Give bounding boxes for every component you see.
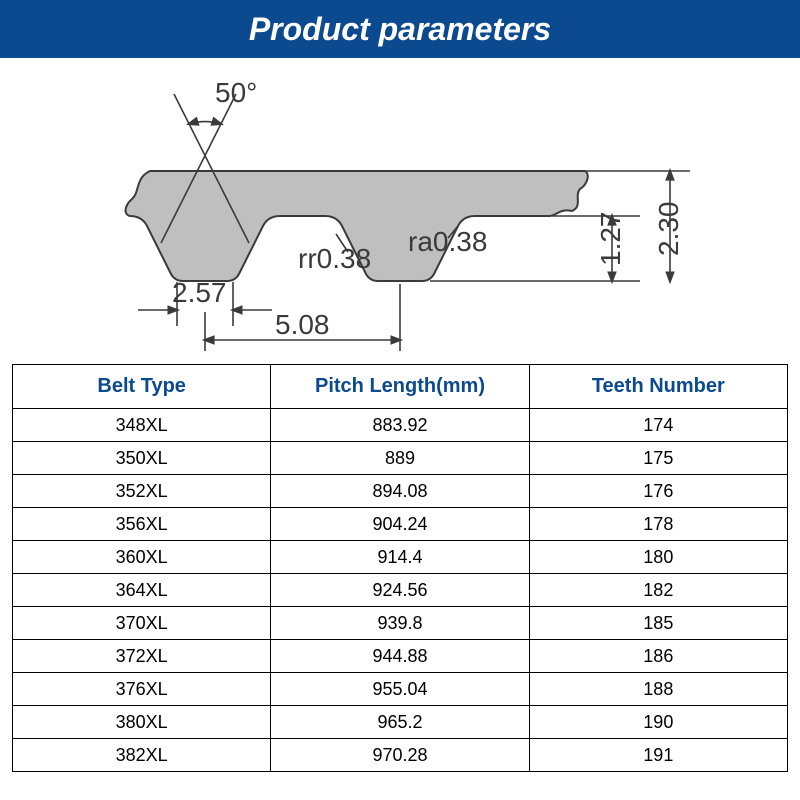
table-cell: 965.2	[271, 706, 529, 739]
table-header-row: Belt Type Pitch Length(mm) Teeth Number	[13, 365, 788, 409]
belt-profile-diagram: 50° 2.57 5.08 rr0.38 ra0.38 1.27 2.30	[0, 58, 800, 364]
table-row: 380XL965.2190	[13, 706, 788, 739]
table-cell: 348XL	[13, 409, 271, 442]
table-cell: 176	[529, 475, 787, 508]
table-cell: 380XL	[13, 706, 271, 739]
table-cell: 970.28	[271, 739, 529, 772]
rr-label: rr0.38	[298, 243, 371, 274]
table-cell: 180	[529, 541, 787, 574]
table-row: 348XL883.92174	[13, 409, 788, 442]
table-row: 372XL944.88186	[13, 640, 788, 673]
table-row: 356XL904.24178	[13, 508, 788, 541]
table-cell: 370XL	[13, 607, 271, 640]
header-band: Product parameters	[0, 0, 800, 58]
table-row: 376XL955.04188	[13, 673, 788, 706]
table-cell: 382XL	[13, 739, 271, 772]
pitch-label: 5.08	[275, 309, 330, 340]
col-belt-type: Belt Type	[13, 365, 271, 409]
table-cell: 175	[529, 442, 787, 475]
table-row: 370XL939.8185	[13, 607, 788, 640]
table-cell: 372XL	[13, 640, 271, 673]
table-row: 350XL889175	[13, 442, 788, 475]
table-cell: 185	[529, 607, 787, 640]
angle-label: 50°	[215, 77, 257, 108]
table-cell: 186	[529, 640, 787, 673]
table-cell: 182	[529, 574, 787, 607]
table-cell: 889	[271, 442, 529, 475]
table-cell: 356XL	[13, 508, 271, 541]
table-cell: 894.08	[271, 475, 529, 508]
header-title: Product parameters	[249, 11, 551, 48]
table-row: 382XL970.28191	[13, 739, 788, 772]
table-cell: 178	[529, 508, 787, 541]
table-cell: 904.24	[271, 508, 529, 541]
tooth-width-label: 2.57	[172, 277, 227, 308]
table-cell: 939.8	[271, 607, 529, 640]
table-cell: 350XL	[13, 442, 271, 475]
table-cell: 352XL	[13, 475, 271, 508]
table-cell: 191	[529, 739, 787, 772]
belt-thickness-label: 2.30	[653, 202, 684, 257]
table-cell: 955.04	[271, 673, 529, 706]
table-cell: 190	[529, 706, 787, 739]
table-cell: 360XL	[13, 541, 271, 574]
parameters-table: Belt Type Pitch Length(mm) Teeth Number …	[12, 364, 788, 772]
table-cell: 944.88	[271, 640, 529, 673]
table-cell: 376XL	[13, 673, 271, 706]
table-cell: 924.56	[271, 574, 529, 607]
table-cell: 364XL	[13, 574, 271, 607]
table-cell: 914.4	[271, 541, 529, 574]
tooth-height-label: 1.27	[595, 212, 626, 267]
table-cell: 883.92	[271, 409, 529, 442]
table-cell: 174	[529, 409, 787, 442]
table-row: 352XL894.08176	[13, 475, 788, 508]
table-row: 360XL914.4180	[13, 541, 788, 574]
table-cell: 188	[529, 673, 787, 706]
col-pitch-length: Pitch Length(mm)	[271, 365, 529, 409]
ra-label: ra0.38	[408, 226, 487, 257]
col-teeth-number: Teeth Number	[529, 365, 787, 409]
table-row: 364XL924.56182	[13, 574, 788, 607]
